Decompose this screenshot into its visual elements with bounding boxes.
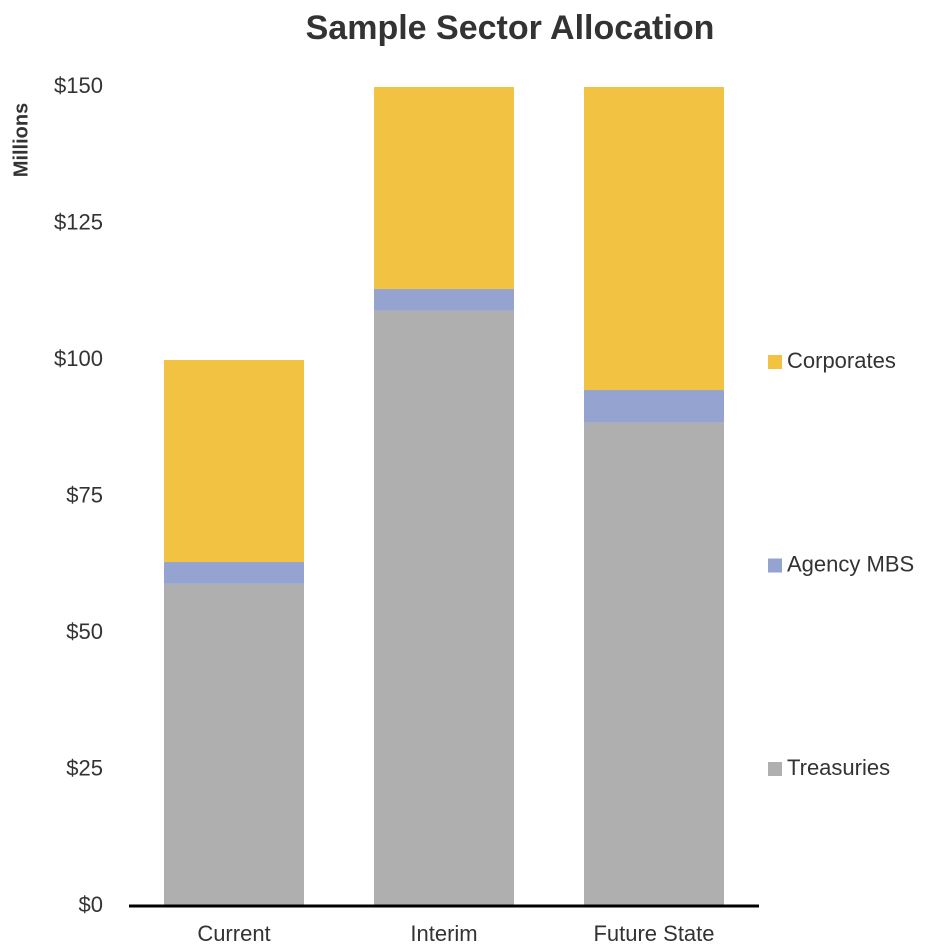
y-axis-label: Millions: [10, 103, 32, 177]
legend-swatch: [768, 355, 782, 369]
y-tick-label: $150: [54, 73, 103, 98]
x-tick-label: Future State: [593, 921, 714, 946]
y-tick-label: $125: [54, 209, 103, 234]
bar-segment: [374, 310, 514, 906]
bar-segment: [164, 360, 304, 563]
y-tick-label: $0: [79, 892, 103, 917]
legend-label: Agency MBS: [787, 551, 914, 576]
bar-segment: [164, 562, 304, 584]
x-tick-label: Interim: [410, 921, 477, 946]
legend-label: Corporates: [787, 348, 896, 373]
bar-segment: [374, 289, 514, 311]
y-tick-label: $75: [66, 482, 103, 507]
bar-segment: [164, 583, 304, 906]
y-tick-label: $100: [54, 346, 103, 371]
bar-segment: [374, 87, 514, 290]
y-tick-label: $25: [66, 755, 103, 780]
legend-swatch: [768, 558, 782, 573]
bar-segment: [584, 390, 724, 423]
chart-title: Sample Sector Allocation: [306, 9, 715, 47]
bar-segment: [584, 87, 724, 391]
x-tick-label: Current: [197, 921, 270, 946]
legend-swatch: [768, 762, 782, 776]
bar-segment: [584, 422, 724, 906]
legend-label: Treasuries: [787, 755, 890, 780]
y-tick-label: $50: [66, 619, 103, 644]
